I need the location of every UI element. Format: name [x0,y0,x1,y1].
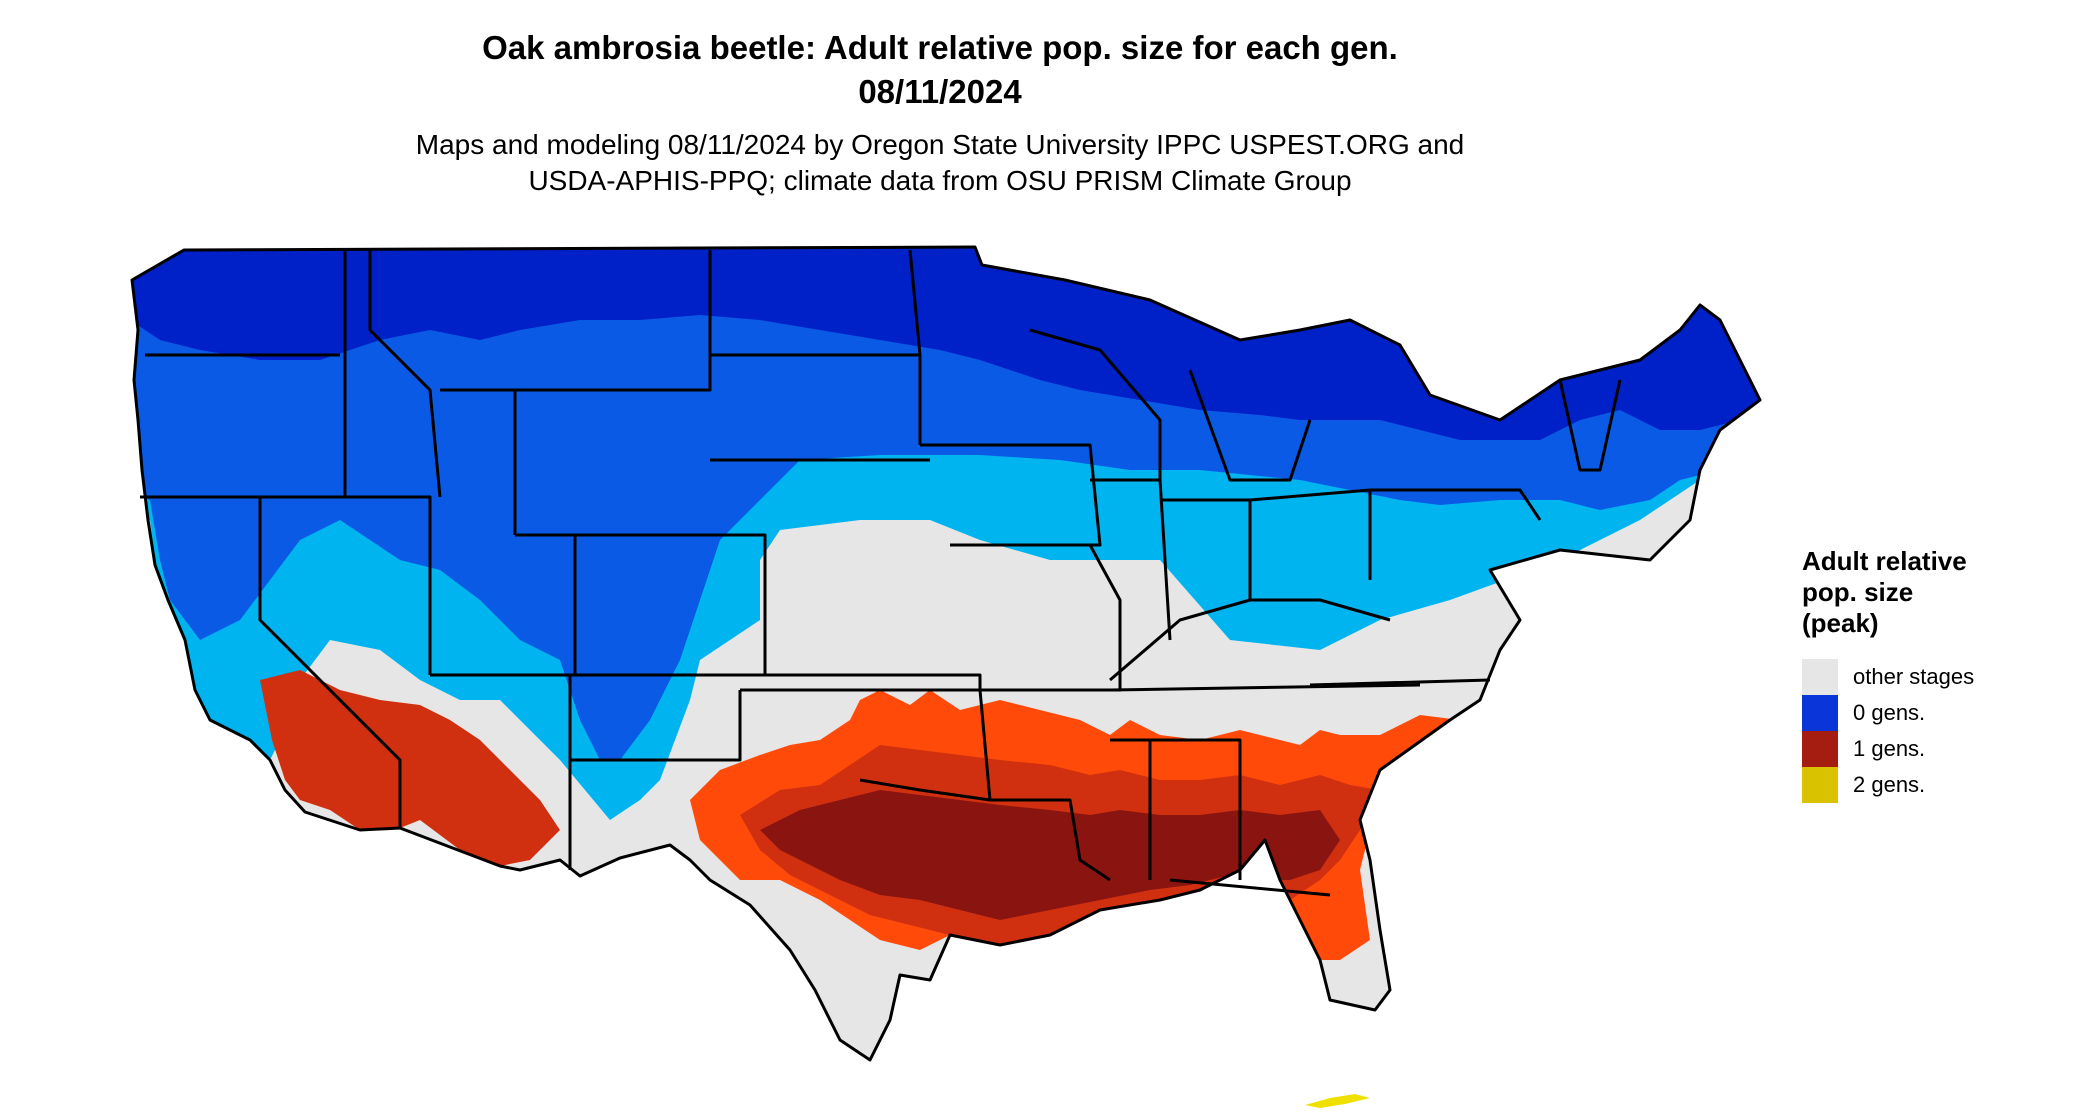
border-va-nc [1309,678,1491,687]
legend-title-line-3: (peak) [1802,608,1879,638]
zone-2-gens-florida-keys [1305,1094,1370,1108]
map-title-date: 08/11/2024 [858,73,1022,110]
map-title-line-1: Oak ambrosia beetle: Adult relative pop.… [482,29,1398,66]
zone-1-gen-southwest [260,670,560,866]
legend-label: 1 gens. [1853,736,1926,761]
map-credit-line-1: Maps and modeling 08/11/2024 by Oregon S… [415,129,1465,160]
map-credit-line-2: USDA-APHIS-PPQ; climate data from OSU PR… [528,165,1352,196]
border-ca-nv [258,497,402,828]
legend-item-0-gens: 0 gens. [1802,695,2082,731]
border-mt-wy [440,250,712,392]
border-al-ga [1150,738,1242,880]
legend-item-other-stages: other stages [1802,659,2082,695]
legend-swatch [1802,767,1838,803]
border-id-mt [368,250,442,498]
legend-swatch [1802,731,1838,767]
legend-title: Adult relative pop. size (peak) [1802,546,2082,639]
zone-1-gen-high [760,790,1340,920]
border-ar-la [990,798,1111,882]
border-mi [1188,369,1312,482]
legend-label: 0 gens. [1853,700,1926,725]
map-legend: Adult relative pop. size (peak) other st… [1802,546,2082,803]
border-ga-fl [1169,878,1331,897]
border-ut-co [430,533,577,677]
border-ks-ok [740,673,982,690]
border-mn-west [908,249,922,445]
border-wi [1029,328,1162,480]
legend-swatch [1802,695,1838,731]
map-fill [132,247,1760,1060]
legend-title-line-2: pop. size [1802,577,1914,607]
border-ny-pa [1370,488,1542,521]
border-nm-tx [570,690,742,762]
legend-swatch [1802,659,1838,695]
legend-label: other stages [1853,664,1975,689]
border-nv-ut [260,495,432,675]
border-mo [950,543,1122,692]
state-borders [130,245,1762,1062]
legend-item-1-gens: 1 gens. [1802,731,2082,767]
legend-title-line-1: Adult relative [1802,546,1967,576]
legend-item-2-gens: 2 gens. [1802,767,2082,803]
border-new-england [1558,379,1622,472]
border-tn [1109,683,1421,692]
border-co-ks [570,533,767,677]
legend-label: 2 gens. [1853,772,1926,797]
